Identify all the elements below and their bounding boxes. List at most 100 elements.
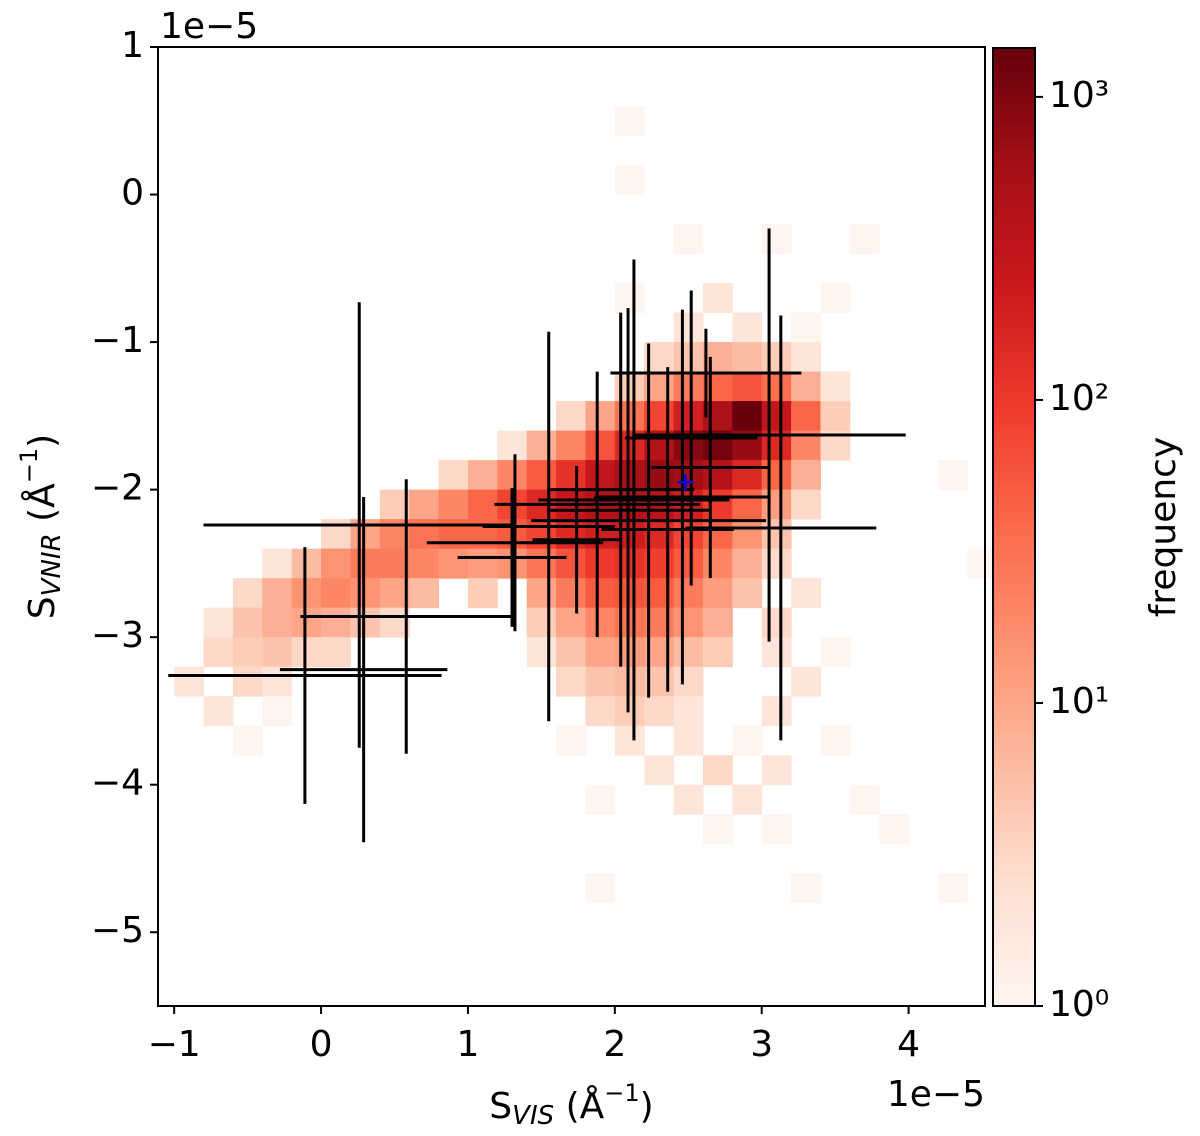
hist-cell xyxy=(791,342,821,373)
hist-cell xyxy=(761,755,792,786)
hist-cell xyxy=(820,637,851,668)
hist-cell xyxy=(673,637,704,668)
hist-cell xyxy=(350,578,381,609)
hist-cell xyxy=(585,873,616,904)
hist-cell xyxy=(761,519,792,550)
hist-cell xyxy=(791,401,821,432)
hist-cell xyxy=(673,696,704,727)
hist-cell xyxy=(791,460,821,491)
hist-cell xyxy=(673,312,704,343)
hist-cell xyxy=(262,637,293,668)
hist-cell xyxy=(702,460,733,491)
axes-frame xyxy=(157,46,986,1007)
hist-cell xyxy=(614,666,645,697)
y-tick-label: −4 xyxy=(91,763,144,804)
hist-cell xyxy=(673,371,704,402)
hist-cell xyxy=(937,460,968,491)
hist-cell xyxy=(673,578,704,609)
hist-cell xyxy=(379,578,410,609)
x-tick-label: 3 xyxy=(750,1024,773,1065)
hist-cell xyxy=(556,401,586,432)
colorbar-tick-label: 10¹ xyxy=(1049,681,1109,722)
hist-cell xyxy=(849,224,880,255)
hist-cell xyxy=(438,548,469,579)
hist-cell xyxy=(614,165,645,196)
hist-cell xyxy=(673,666,704,697)
hist-cell xyxy=(379,489,410,520)
hist-cell xyxy=(644,755,675,786)
y-tick-label: −2 xyxy=(91,468,144,509)
x-tick-label: 4 xyxy=(897,1024,920,1065)
hist-cell xyxy=(673,342,704,373)
x-tick-label: 0 xyxy=(310,1024,333,1065)
hist-cell xyxy=(409,578,440,609)
y-offset-text: 1e−5 xyxy=(160,6,258,47)
hist-cell xyxy=(791,371,821,402)
hist-cell xyxy=(732,784,763,815)
y-axis-label: SVNIR (Å−1) xyxy=(15,434,67,619)
hist-cell xyxy=(409,548,440,579)
x-offset-text: 1e−5 xyxy=(887,1074,985,1115)
hist-cell xyxy=(761,696,792,727)
hist-cell xyxy=(761,489,792,520)
hist-cell xyxy=(232,666,263,697)
hist-cell xyxy=(291,548,322,579)
hist-cell xyxy=(497,430,528,461)
hist-cell xyxy=(409,489,440,520)
hist-cell xyxy=(820,725,851,756)
hist-cell xyxy=(791,578,821,609)
hist-cell xyxy=(556,519,586,550)
hist-cell xyxy=(732,725,763,756)
x-tick-label: −1 xyxy=(148,1024,201,1065)
hist-cell xyxy=(556,637,586,668)
hist-cell xyxy=(321,578,351,609)
hist-cell xyxy=(262,578,293,609)
hist-cell xyxy=(526,548,557,579)
hist-cell xyxy=(526,637,557,668)
hist-cell xyxy=(761,460,792,491)
hist-cell xyxy=(291,637,322,668)
hist-cell xyxy=(702,637,733,668)
plot-area xyxy=(168,106,998,904)
hist-cell xyxy=(232,607,263,638)
hist-cell xyxy=(585,696,616,727)
y-axis-label-part: S xyxy=(22,596,63,619)
hist-cell xyxy=(732,460,763,491)
hist-cell xyxy=(791,489,821,520)
hist-cell xyxy=(732,371,763,402)
hist-cell xyxy=(350,607,381,638)
hist-cell xyxy=(761,607,792,638)
hist-cell xyxy=(732,401,763,432)
hist-cell xyxy=(614,696,645,727)
hist-cell xyxy=(585,460,616,491)
hist-cell xyxy=(467,489,498,520)
y-tick-label: −1 xyxy=(91,320,144,361)
hist-cell xyxy=(702,342,733,373)
hist-cell xyxy=(761,548,792,579)
hist-cell xyxy=(702,401,733,432)
hist-cell xyxy=(497,460,528,491)
hist-cell xyxy=(673,548,704,579)
hist-cell xyxy=(702,519,733,550)
hist-cell xyxy=(702,755,733,786)
hist-cell xyxy=(585,548,616,579)
hist-cell xyxy=(262,607,293,638)
hist-cell xyxy=(702,548,733,579)
hist-cell xyxy=(526,519,557,550)
hist-cell xyxy=(791,873,821,904)
hist-cell xyxy=(291,578,322,609)
hist-cell xyxy=(585,784,616,815)
hist-cell xyxy=(820,371,851,402)
hist-cell xyxy=(820,283,851,314)
hist-cell xyxy=(644,696,675,727)
hist-cell xyxy=(761,637,792,668)
hist-cell xyxy=(585,430,616,461)
hist-cell xyxy=(321,607,351,638)
y-axis-label-part: VNIR xyxy=(37,533,67,596)
hist-cell xyxy=(556,460,586,491)
hist-cell xyxy=(761,814,792,845)
hist-cell xyxy=(467,460,498,491)
hist-cell xyxy=(291,607,322,638)
hist-cell xyxy=(849,784,880,815)
